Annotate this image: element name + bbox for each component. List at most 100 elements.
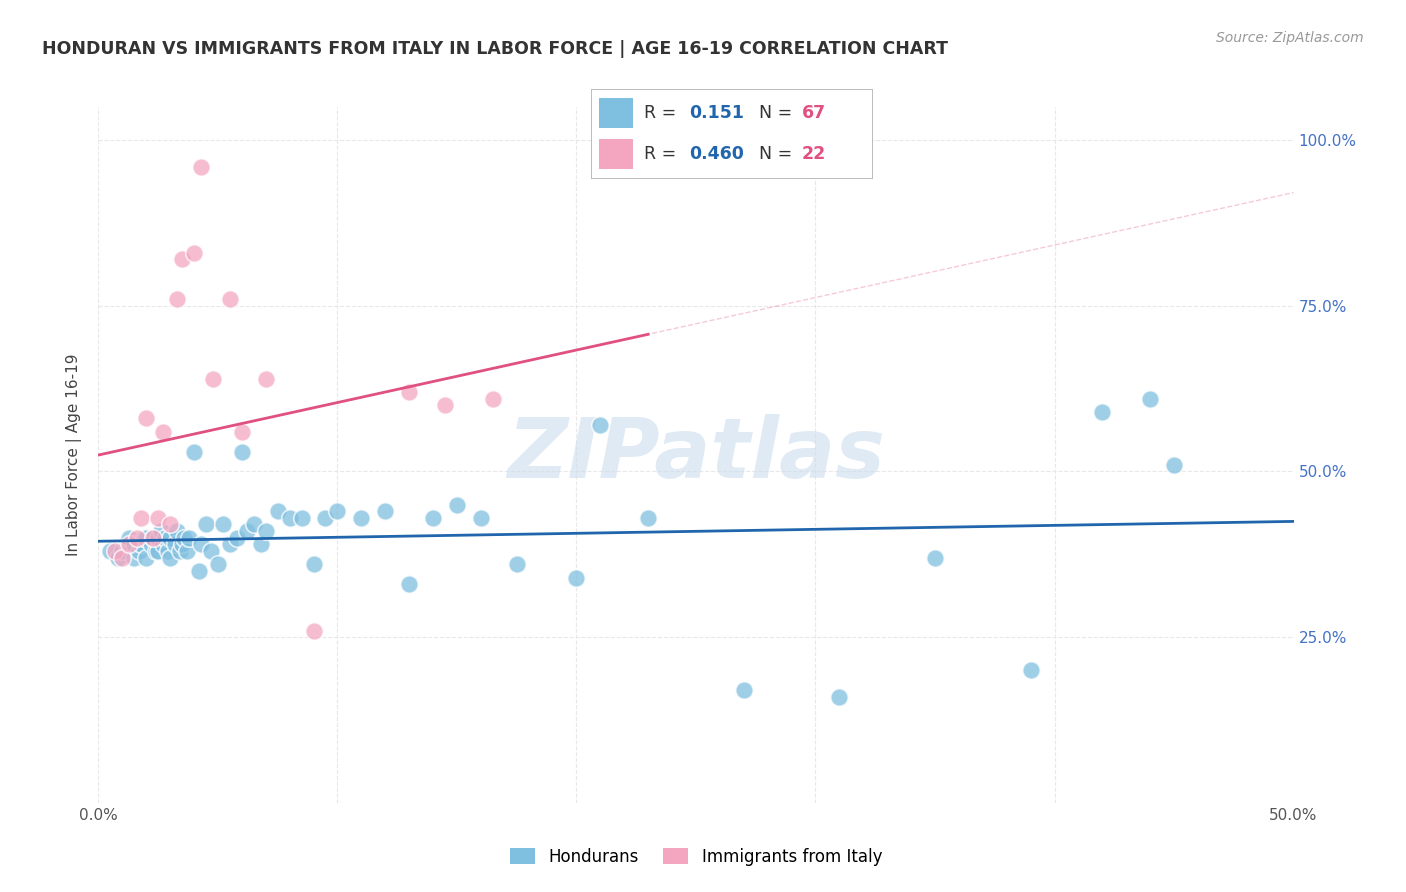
Point — [152, 537, 174, 551]
Point — [104, 544, 127, 558]
Point — [135, 531, 157, 545]
Point — [924, 550, 946, 565]
Point — [254, 372, 277, 386]
Point — [481, 392, 505, 406]
Text: N =: N = — [759, 145, 793, 163]
Point — [107, 550, 129, 565]
Point — [159, 550, 181, 565]
Point — [163, 537, 186, 551]
Point — [190, 160, 212, 174]
Point — [155, 531, 177, 545]
Point — [350, 511, 373, 525]
Point — [828, 690, 851, 704]
Point — [98, 544, 122, 558]
Point — [278, 511, 301, 525]
Point — [142, 531, 165, 545]
Point — [169, 544, 191, 558]
Point — [637, 511, 659, 525]
Point — [446, 498, 468, 512]
Point — [219, 292, 242, 306]
Point — [267, 504, 290, 518]
Point — [145, 544, 167, 558]
Point — [124, 550, 146, 565]
Point — [302, 558, 325, 572]
Point — [506, 558, 529, 572]
Text: Source: ZipAtlas.com: Source: ZipAtlas.com — [1216, 31, 1364, 45]
Point — [470, 511, 492, 525]
Text: 0.460: 0.460 — [689, 145, 744, 163]
Point — [172, 252, 194, 267]
Point — [254, 524, 277, 538]
Text: 67: 67 — [801, 104, 825, 122]
Point — [159, 531, 181, 545]
Point — [422, 511, 444, 525]
Point — [250, 537, 273, 551]
Text: ZIPatlas: ZIPatlas — [508, 415, 884, 495]
Point — [124, 537, 146, 551]
Text: HONDURAN VS IMMIGRANTS FROM ITALY IN LABOR FORCE | AGE 16-19 CORRELATION CHART: HONDURAN VS IMMIGRANTS FROM ITALY IN LAB… — [42, 40, 948, 58]
Point — [398, 577, 420, 591]
Point — [111, 550, 134, 565]
Point — [176, 544, 198, 558]
Point — [1139, 392, 1161, 406]
Point — [589, 418, 612, 433]
Point — [111, 544, 134, 558]
Point — [195, 517, 218, 532]
Point — [1091, 405, 1114, 419]
Point — [183, 444, 205, 458]
Point — [187, 564, 209, 578]
Point — [159, 517, 181, 532]
Legend: Hondurans, Immigrants from Italy: Hondurans, Immigrants from Italy — [502, 839, 890, 874]
Point — [291, 511, 314, 525]
Point — [1163, 458, 1185, 472]
Point — [128, 544, 150, 558]
Point — [152, 425, 174, 439]
Point — [131, 537, 153, 551]
Point — [156, 544, 179, 558]
Point — [243, 517, 266, 532]
Point — [173, 531, 195, 545]
Point — [125, 531, 148, 545]
Point — [139, 537, 162, 551]
Y-axis label: In Labor Force | Age 16-19: In Labor Force | Age 16-19 — [66, 353, 83, 557]
Text: R =: R = — [644, 104, 688, 122]
Point — [132, 531, 155, 545]
Point — [202, 372, 225, 386]
Point — [200, 544, 222, 558]
Point — [118, 531, 141, 545]
Point — [565, 570, 588, 584]
Point — [115, 537, 138, 551]
Point — [166, 292, 188, 306]
Point — [733, 683, 755, 698]
Point — [142, 531, 165, 545]
Point — [226, 531, 249, 545]
Point — [1019, 663, 1042, 677]
Text: N =: N = — [759, 104, 793, 122]
Text: 22: 22 — [801, 145, 825, 163]
Point — [398, 384, 420, 399]
Text: R =: R = — [644, 145, 682, 163]
Point — [434, 398, 457, 412]
Point — [118, 537, 141, 551]
Point — [179, 531, 201, 545]
Point — [135, 550, 157, 565]
Point — [148, 511, 170, 525]
Point — [315, 511, 337, 525]
Point — [231, 425, 253, 439]
Point — [302, 624, 325, 638]
Point — [231, 444, 253, 458]
Point — [374, 504, 396, 518]
Point — [326, 504, 349, 518]
Point — [207, 558, 229, 572]
Point — [190, 537, 212, 551]
Point — [183, 245, 205, 260]
Point — [219, 537, 242, 551]
Point — [148, 544, 170, 558]
Point — [235, 524, 257, 538]
Point — [149, 524, 172, 538]
Point — [148, 531, 170, 545]
Point — [172, 537, 194, 551]
FancyBboxPatch shape — [599, 139, 633, 169]
Point — [131, 511, 153, 525]
FancyBboxPatch shape — [599, 98, 633, 128]
